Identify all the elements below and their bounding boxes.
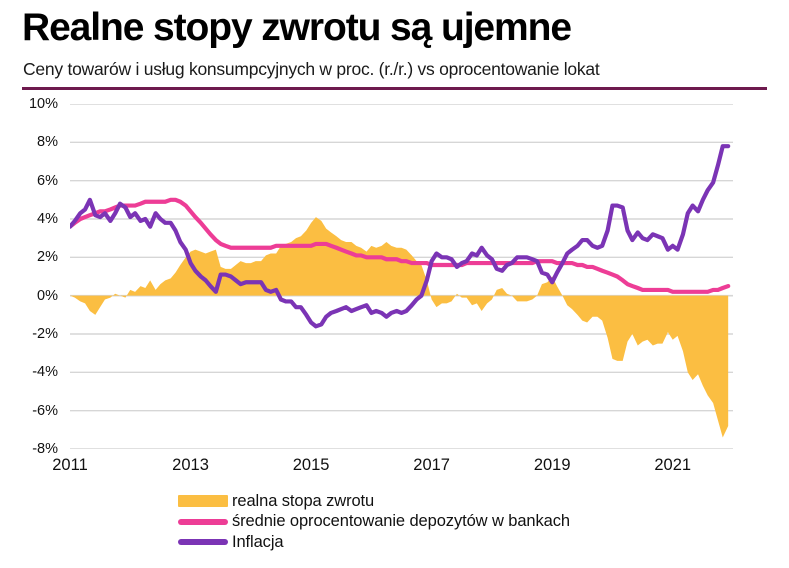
y-axis-tick-label: 4%	[37, 211, 58, 227]
legend-item-label: Inflacja	[232, 532, 284, 551]
y-axis-tick-label: 2%	[37, 249, 58, 266]
x-axis-tick-label: 2013	[172, 456, 209, 474]
series-line-inflacja	[70, 144, 731, 329]
legend-item[interactable]: realna stopa zwrotu	[178, 491, 570, 512]
plot-area	[70, 104, 733, 449]
series-area-realna-stopa-zwrotu	[70, 217, 729, 438]
legend-item-label: średnie oprocentowanie depozytów w banka…	[232, 512, 570, 531]
legend-item[interactable]: średnie oprocentowanie depozytów w banka…	[178, 512, 570, 533]
title-divider	[22, 87, 767, 90]
chart-canvas	[70, 104, 733, 449]
legend-item-label: realna stopa zwrotu	[232, 491, 375, 510]
legend-swatch-3	[178, 539, 228, 546]
y-axis-tick-label: -2%	[32, 326, 58, 342]
x-axis-tick-label: 2019	[533, 456, 571, 474]
x-axis-tick-label: 2017	[413, 456, 450, 474]
y-axis-tick-label: 0%	[37, 287, 58, 304]
x-axis-tick-label: 2015	[292, 456, 330, 474]
y-axis-tick-label: 10%	[28, 96, 58, 112]
y-axis-tick-label: -8%	[32, 441, 58, 457]
y-axis-tick-label: 8%	[37, 134, 58, 151]
series-line-średnie	[70, 197, 731, 294]
chart-subtitle: Ceny towarów i usług konsumpcyjnych w pr…	[23, 59, 600, 79]
legend-swatch-1	[178, 495, 228, 508]
y-axis-tick-label: -4%	[32, 364, 58, 381]
legend-item[interactable]: Inflacja	[178, 532, 570, 553]
x-axis-tick-label: 2011	[52, 456, 88, 474]
page-title: Realne stopy zwrotu są ujemne	[22, 6, 572, 49]
chart-legend: realna stopa zwrotu średnie oprocentowani…	[178, 491, 570, 553]
legend-swatch-2	[178, 518, 228, 525]
series-layer	[70, 144, 731, 438]
y-axis-tick-label: -6%	[32, 402, 58, 419]
x-axis-tick-label: 2021	[654, 456, 692, 474]
y-axis-tick-label: 6%	[37, 172, 58, 189]
